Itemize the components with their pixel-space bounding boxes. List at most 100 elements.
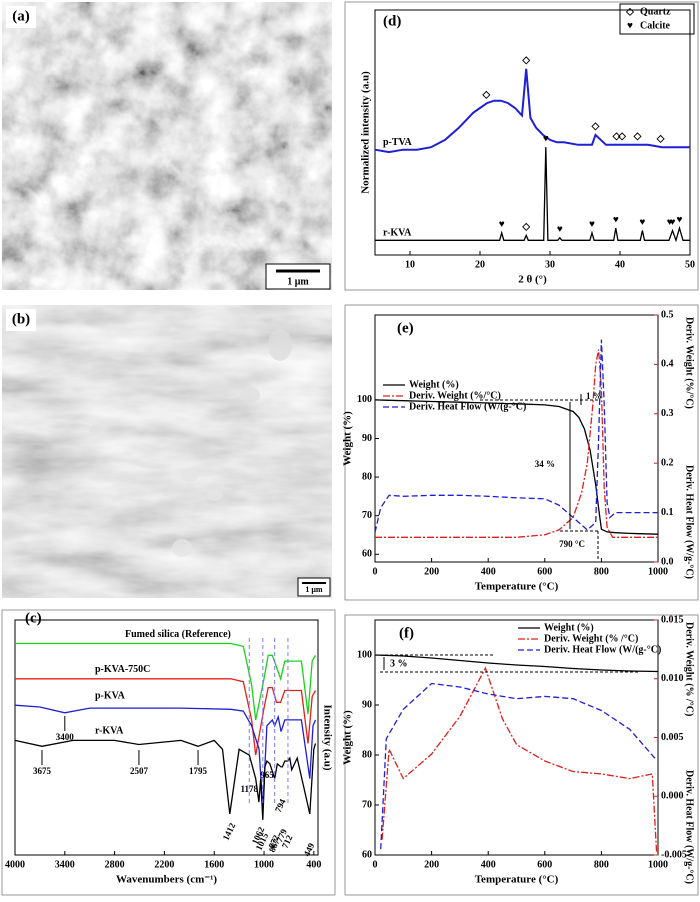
y-tick-label: 70 (362, 799, 372, 810)
panel-frame (1, 609, 336, 896)
phase-marker: ◇ (612, 131, 621, 142)
x-tick-label: 4000 (5, 859, 25, 870)
annotation: 1 % (586, 391, 602, 401)
series-line (375, 147, 690, 243)
particle (240, 387, 260, 403)
sem-image-a: (a) 1 μm (2, 2, 332, 290)
x-tick-label: 0 (373, 859, 378, 870)
legend-label: Calcite (640, 20, 671, 31)
phase-marker: ◇ (656, 133, 665, 144)
annotation: 3 % (390, 658, 408, 669)
phase-marker: ♥ (613, 214, 619, 225)
x-tick-label: 400 (481, 859, 496, 870)
y-axis-label: Intensity (a.u) (321, 704, 333, 770)
phase-marker: ◇ (591, 121, 600, 132)
phase-marker: ♥ (670, 217, 676, 228)
x-tick-label: 50 (685, 259, 695, 270)
panel-label: (c) (25, 610, 42, 626)
y2-tick-label: 0.5 (661, 309, 674, 320)
y2-tick-label: 0.2 (661, 457, 674, 468)
panel-label: (f) (399, 625, 414, 641)
scale-bar-box (265, 263, 331, 290)
x-tick-label: 200 (424, 566, 439, 577)
y-axis-label: Weight (%) (342, 411, 354, 466)
phase-marker: ♥ (639, 217, 645, 228)
y2-axis-label: Deriv. Weight (% /°C) (684, 622, 695, 716)
legend-symbol: ♥ (627, 20, 633, 31)
x-tick-label: 1000 (648, 566, 668, 577)
y-axis-label: Weight (%) (342, 710, 354, 765)
x-axis-label: Wavenumbers (cm⁻¹) (116, 874, 217, 886)
y-axis-label: Normalized intensity (a.u) (360, 71, 372, 194)
y-tick-label: 80 (362, 471, 372, 482)
series-line (374, 339, 658, 533)
y2-tick-label: 0.015 (661, 614, 684, 625)
x-tick-label: 800 (594, 566, 609, 577)
phase-marker: ◇ (521, 222, 530, 233)
legend-box (619, 3, 695, 35)
peak-label: 965 (260, 770, 274, 780)
y2-tick-label: 0.010 (661, 673, 684, 684)
x-tick-label: 2200 (154, 859, 174, 870)
particle (181, 468, 199, 482)
scale-bar-label: 1 μm (287, 276, 309, 287)
y-tick-label: 90 (362, 433, 372, 444)
phase-marker: ◇ (617, 131, 626, 142)
series-label: r-KVA (95, 726, 124, 737)
series-label: p-KVA-750C (95, 664, 150, 675)
plot-area (374, 9, 691, 256)
panel-frame (344, 304, 699, 601)
series-line (374, 654, 659, 673)
y2-axis-label: Deriv. Heat Flow (W/g-°C) (684, 465, 695, 579)
annotation: 790 °C (559, 539, 585, 549)
x-tick-label: 20 (475, 259, 485, 270)
y2-tick-label: 0.0 (661, 556, 674, 567)
x-tick-label: 1600 (204, 859, 224, 870)
x-tick-label: 600 (537, 859, 552, 870)
series-label: p-TVA (383, 137, 412, 148)
series-line (15, 678, 317, 756)
x-tick-label: 10 (405, 259, 415, 270)
panel-label: (b) (12, 311, 30, 327)
x-tick-label: 2800 (105, 859, 125, 870)
label-box (6, 6, 36, 28)
x-tick-label: 0 (373, 566, 378, 577)
y-tick-label: 60 (362, 849, 372, 860)
y2-tick-label: 0.000 (661, 791, 684, 802)
phase-marker: ♥ (499, 219, 505, 230)
y2-tick-label: 0.005 (661, 732, 684, 743)
particle (89, 425, 101, 435)
phase-marker: ◇ (633, 131, 642, 142)
x-tick-label: 400 (481, 566, 496, 577)
series-label: r-KVA (383, 228, 412, 239)
legend-label: Weight (%) (544, 622, 594, 633)
peak-label: 1795 (189, 766, 208, 776)
x-axis-label: Temperature (°C) (475, 581, 559, 593)
y2-tick-label: 0.3 (661, 408, 674, 419)
particle (207, 489, 223, 501)
legend-symbol: ◇ (625, 6, 634, 17)
x-tick-label: 400 (306, 859, 321, 870)
y-tick-label: 100 (357, 394, 372, 405)
phase-marker: ♥ (543, 133, 549, 144)
series-line (380, 682, 656, 850)
sem-image-b: (b) 1 μm (2, 305, 332, 598)
x-tick-label: 800 (594, 859, 609, 870)
x-tick-label: 1000 (648, 859, 668, 870)
panel-label: (d) (383, 13, 401, 29)
legend-label: Deriv. Heat Flow (W/(g-°C) (409, 401, 526, 412)
annotation: 34 % (535, 459, 555, 469)
y-tick-label: 90 (362, 699, 372, 710)
peak-label: 1178 (241, 784, 259, 794)
peak-label: 3400 (56, 732, 75, 742)
series-line (374, 399, 659, 535)
y2-tick-label: 0.1 (661, 507, 674, 518)
x-axis-label: 2 θ (°) (518, 274, 547, 286)
legend-label: Deriv. Weight (%/°C) (409, 390, 501, 401)
phase-marker: ◇ (521, 55, 530, 66)
particle (159, 325, 171, 335)
series-line (14, 704, 317, 809)
